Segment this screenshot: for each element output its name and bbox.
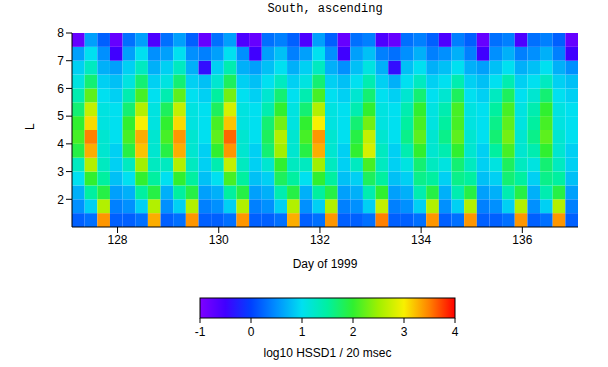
svg-text:3: 3 xyxy=(401,325,408,339)
svg-text:2: 2 xyxy=(57,193,64,207)
html-text:South, ascending: South, ascending xyxy=(267,2,383,16)
svg-text:Day of 1999: Day of 1999 xyxy=(293,257,358,271)
svg-text:0: 0 xyxy=(248,325,255,339)
svg-text:134: 134 xyxy=(411,233,431,247)
svg-text:7: 7 xyxy=(57,54,64,68)
svg-text:6: 6 xyxy=(57,82,64,96)
svg-text:5: 5 xyxy=(57,109,64,123)
svg-text:128: 128 xyxy=(108,233,128,247)
svg-text:L: L xyxy=(23,123,37,130)
svg-text:8: 8 xyxy=(57,26,64,40)
svg-text:4: 4 xyxy=(452,325,459,339)
svg-text:1: 1 xyxy=(299,325,306,339)
svg-text:-1: -1 xyxy=(195,325,206,339)
svg-text:4: 4 xyxy=(57,137,64,151)
svg-text:2: 2 xyxy=(350,325,357,339)
svg-text:log10 HSSD1 / 20 msec: log10 HSSD1 / 20 msec xyxy=(263,346,391,360)
svg-text:132: 132 xyxy=(310,233,330,247)
svg-text:130: 130 xyxy=(209,233,229,247)
svg-text:3: 3 xyxy=(57,165,64,179)
svg-text:136: 136 xyxy=(512,233,532,247)
